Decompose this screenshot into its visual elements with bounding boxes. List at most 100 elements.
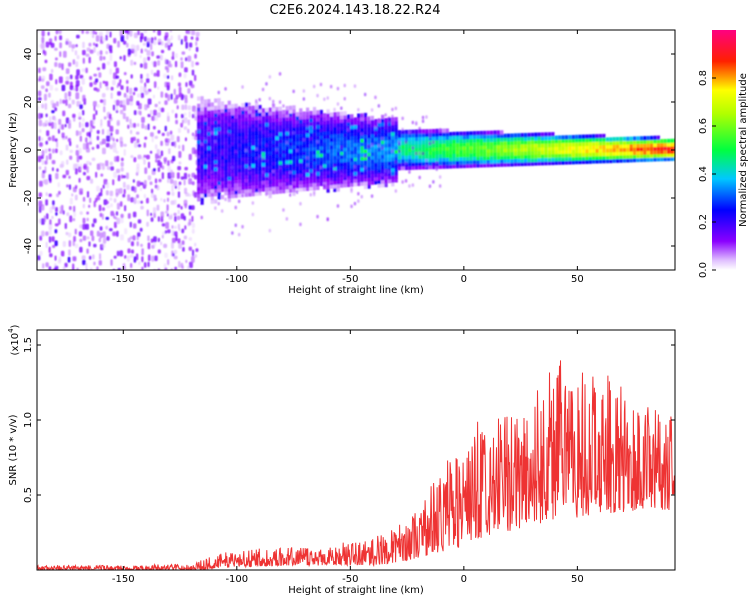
spectrogram-cell [86,147,90,153]
spectrogram-cell [323,149,327,154]
spectrogram-cell [187,173,191,178]
spectrogram-cell [217,134,221,139]
spectrogram-cell [231,190,235,195]
spectrogram-cell [486,159,490,164]
spectrogram-cell [319,171,323,176]
spectrogram-cell [255,173,259,178]
spectrogram-cell [295,133,299,138]
spectrogram-cell [346,178,350,182]
spectrogram-cell [466,156,470,161]
spectrogram-cell [289,145,293,150]
spectrogram-cell [306,147,310,152]
spectrogram-cell [312,125,317,130]
spectrogram-cell [272,169,275,174]
spectrogram-cell [197,190,201,195]
snr-x-ticks: -150 -100 -50 0 50 [112,330,584,585]
spectrogram-cell [197,125,201,130]
spectrogram-cell [326,130,330,136]
spectrogram-cell [227,107,231,113]
spectrogram-cell [306,122,310,127]
spectrogram-cell [278,185,282,190]
spectrogram-cell [363,163,368,168]
spectrogram-cell [316,171,320,176]
spectrogram-cell [285,138,289,143]
spectrogram-cell [56,141,59,148]
spectrogram-cell [143,62,148,69]
spectrogram-cell [425,164,428,168]
spectrogram-cell [568,153,572,158]
spectrogram-cell [237,186,242,191]
spectrogram-cell [54,107,58,112]
spectrogram-cell [183,199,188,207]
spectrogram-cell [200,125,204,130]
spectrogram-cell [143,262,147,268]
spectrogram-cell [459,153,463,158]
spectrogram-cell [421,132,425,138]
spectrogram-cell [292,177,296,182]
spectrogram-cell [150,43,153,51]
spectrogram-cell [170,134,175,141]
spectrogram-cell [602,155,606,160]
spectrogram-cell [48,174,52,181]
spectrogram-cell [455,160,460,165]
spectrogram-cell [65,169,69,176]
spectrogram-cell [598,152,603,157]
spectrogram-cell [214,177,218,182]
spectrogram-cell [282,138,286,143]
spectrogram-cell [289,130,293,136]
spectrogram-cell [54,263,57,267]
spectrogram-cell [490,148,494,153]
spectrogram-cell [76,34,80,39]
spectrogram-cell [289,177,293,182]
spectrogram-cell [109,54,113,61]
spectrogram-cell [55,212,58,216]
spectrogram-cell [353,167,357,172]
spectrogram-cell [527,147,531,152]
spectrogram-cell [110,166,114,171]
spectrogram-cell [476,145,480,150]
spectrogram-cell [146,78,150,83]
spectrogram-cell [234,172,238,177]
spectrogram-cell [94,31,98,35]
spectrogram-cell [85,67,88,74]
spectrogram-cell [285,145,289,150]
spectrogram-cell [93,46,96,53]
spectrogram-cell [200,161,204,166]
spectrogram-cell [180,213,185,220]
spectrogram-cell [203,178,208,183]
spectrogram-cell [363,134,368,139]
spectrogram-cell [588,138,592,143]
spectrogram-cell [401,116,404,121]
spectrogram-cell [404,133,408,138]
spectrogram-cell [319,153,323,158]
snr-panel: -150 -100 -50 0 50 0.51.01.5 Height of strai… [7,324,676,596]
spectrogram-cell [244,163,248,169]
spectrogram-cell [75,185,78,189]
spectrogram-cell [248,166,251,170]
spectrogram-cell [185,259,188,263]
spectrogram-cell [45,113,48,118]
spectrogram-cell [302,122,306,127]
spectrogram-cell [312,135,317,140]
spectrogram-cell [466,142,470,147]
spectrogram-cell [275,182,279,187]
spectrogram-cell [210,113,214,118]
spectrogram-cell [217,130,221,135]
spectrogram-cell [554,160,558,165]
spectrogram-cell [255,147,258,151]
spectrogram-cell [350,150,354,155]
spectrogram-cell [340,118,344,123]
spectrogram-cell [146,209,149,217]
spectrogram-cell [96,104,100,108]
spectrogram-cell [51,121,54,129]
spectrogram-cell [275,107,279,112]
spectrogram-cell [227,169,231,174]
spectrogram-cell [265,151,269,156]
spectrogram-cell [107,120,111,127]
spectrogram-cell [282,124,286,129]
spectrogram-cell [195,36,199,42]
spectrogram-cell [127,237,131,243]
spectrogram-cell [381,176,385,181]
spectrogram-cell [96,185,100,192]
spectrogram-cell [357,124,361,129]
